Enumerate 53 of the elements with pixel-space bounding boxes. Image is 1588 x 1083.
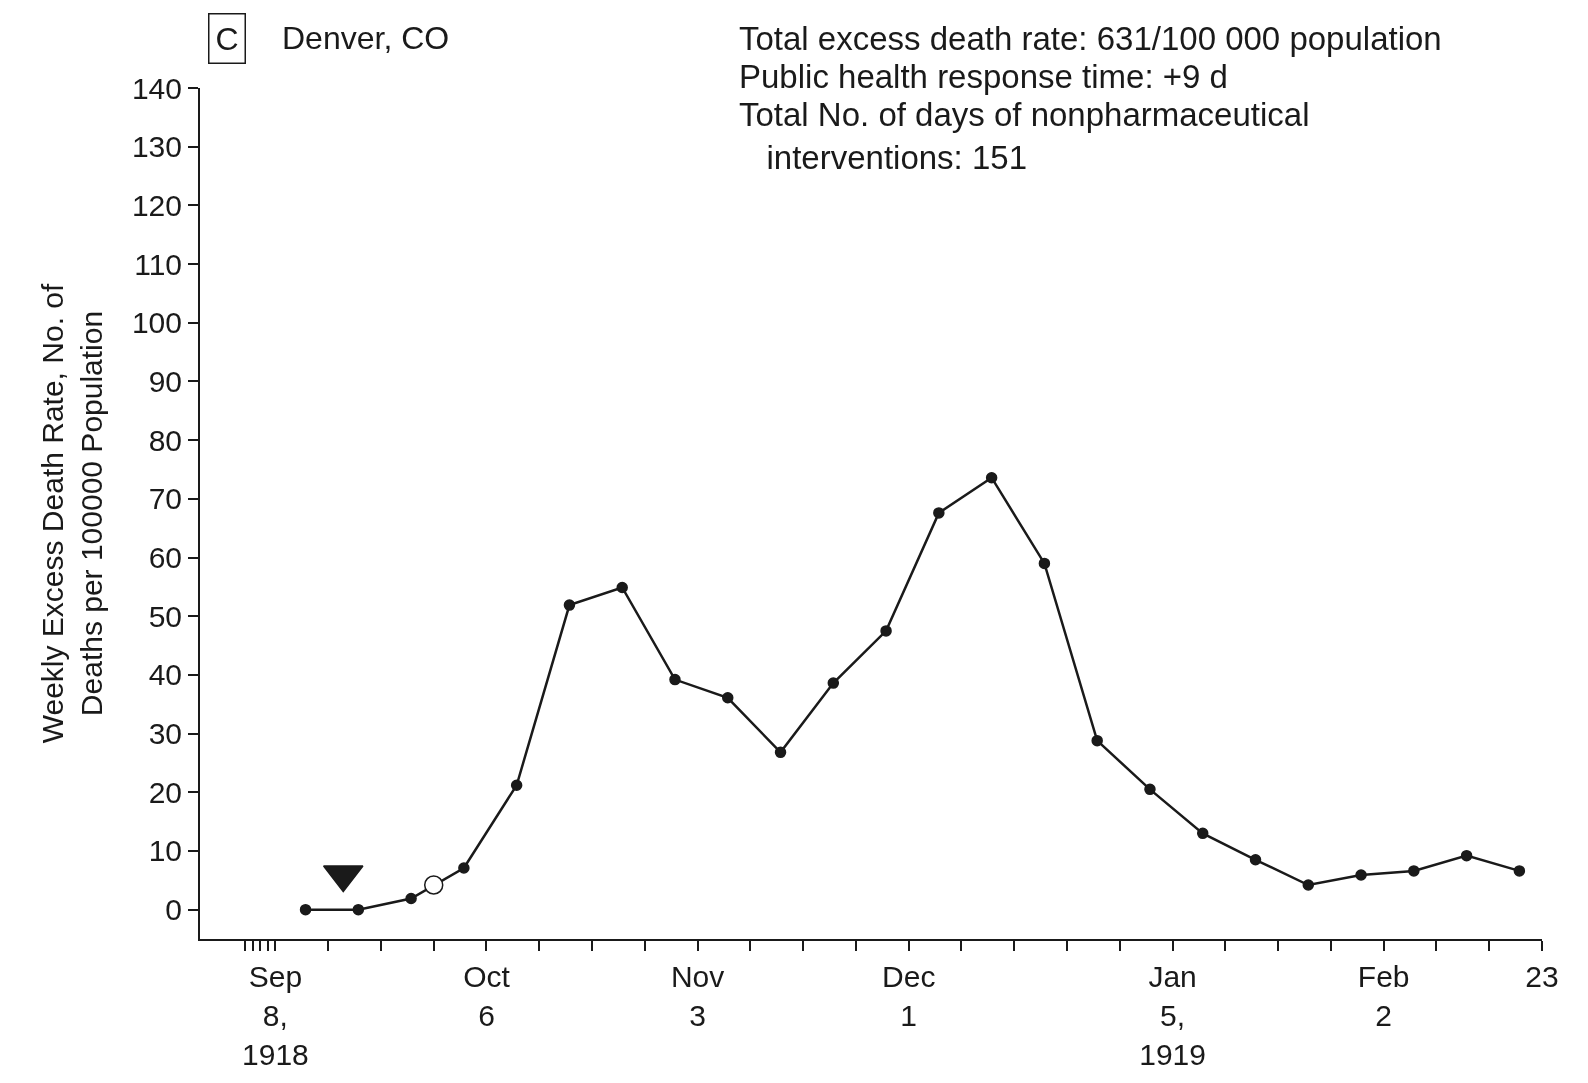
y-tick-label: 20 bbox=[148, 775, 182, 809]
y-tick-label: 140 bbox=[131, 71, 182, 105]
y-tick-label: 0 bbox=[165, 893, 182, 927]
point bbox=[1302, 879, 1315, 891]
point bbox=[563, 599, 576, 611]
point bbox=[510, 779, 523, 791]
y-tick-label: 30 bbox=[148, 717, 182, 751]
point bbox=[458, 862, 470, 874]
y-tick-label: 120 bbox=[131, 188, 182, 222]
annotation: Total No. of days of nonpharmaceutical interventions: 151 bbox=[739, 96, 1310, 176]
point bbox=[722, 692, 734, 704]
y-tick-label: 130 bbox=[131, 130, 182, 164]
point bbox=[423, 875, 444, 895]
point bbox=[1355, 869, 1367, 881]
y-tick-label: 100 bbox=[131, 306, 182, 340]
text: Total excess death rate: 631/100 000 population bbox=[739, 20, 1442, 57]
y-tick-label: 50 bbox=[148, 599, 182, 633]
y-tick-label: 110 bbox=[134, 247, 182, 281]
point bbox=[1144, 783, 1156, 796]
y-tick-label: 60 bbox=[148, 541, 182, 575]
point bbox=[1091, 734, 1103, 747]
x-tick-label: Dec 1 bbox=[882, 960, 936, 1032]
point bbox=[1038, 557, 1051, 570]
x-tick-label: 23 bbox=[1525, 960, 1559, 993]
x-tick-label: Nov 3 bbox=[670, 960, 725, 1032]
text: C bbox=[215, 20, 239, 57]
point bbox=[1513, 865, 1526, 877]
y-tick-label: 80 bbox=[148, 423, 182, 457]
point bbox=[985, 471, 998, 484]
point bbox=[1196, 827, 1209, 840]
y-axis-title: Weekly Excess Death Rate, No. of Deaths per 100000 Population bbox=[36, 283, 109, 744]
x-tick-label: Sep 8, 1918 bbox=[242, 960, 309, 1071]
point bbox=[774, 746, 787, 759]
point bbox=[1408, 865, 1420, 877]
point bbox=[352, 903, 365, 916]
point bbox=[827, 677, 840, 689]
x-tick-label: Feb 2 bbox=[1357, 960, 1410, 1032]
point bbox=[933, 507, 945, 519]
x-tick-label: Oct 6 bbox=[463, 960, 511, 1032]
point bbox=[880, 625, 892, 637]
chart-title: Denver, CO bbox=[282, 20, 450, 56]
point bbox=[669, 673, 681, 686]
y-tick-label: 40 bbox=[148, 658, 182, 692]
y-tick-label: 90 bbox=[148, 364, 182, 398]
annotation: Public health response time: +9 d bbox=[739, 58, 1228, 95]
point bbox=[299, 903, 312, 916]
y-tick-label: 10 bbox=[148, 834, 182, 868]
y-tick-label: 70 bbox=[148, 482, 182, 516]
point bbox=[616, 581, 628, 594]
point bbox=[1460, 849, 1473, 862]
point bbox=[1249, 854, 1262, 866]
x-tick-label: Jan 5, 1919 bbox=[1139, 960, 1206, 1071]
point bbox=[405, 892, 417, 905]
